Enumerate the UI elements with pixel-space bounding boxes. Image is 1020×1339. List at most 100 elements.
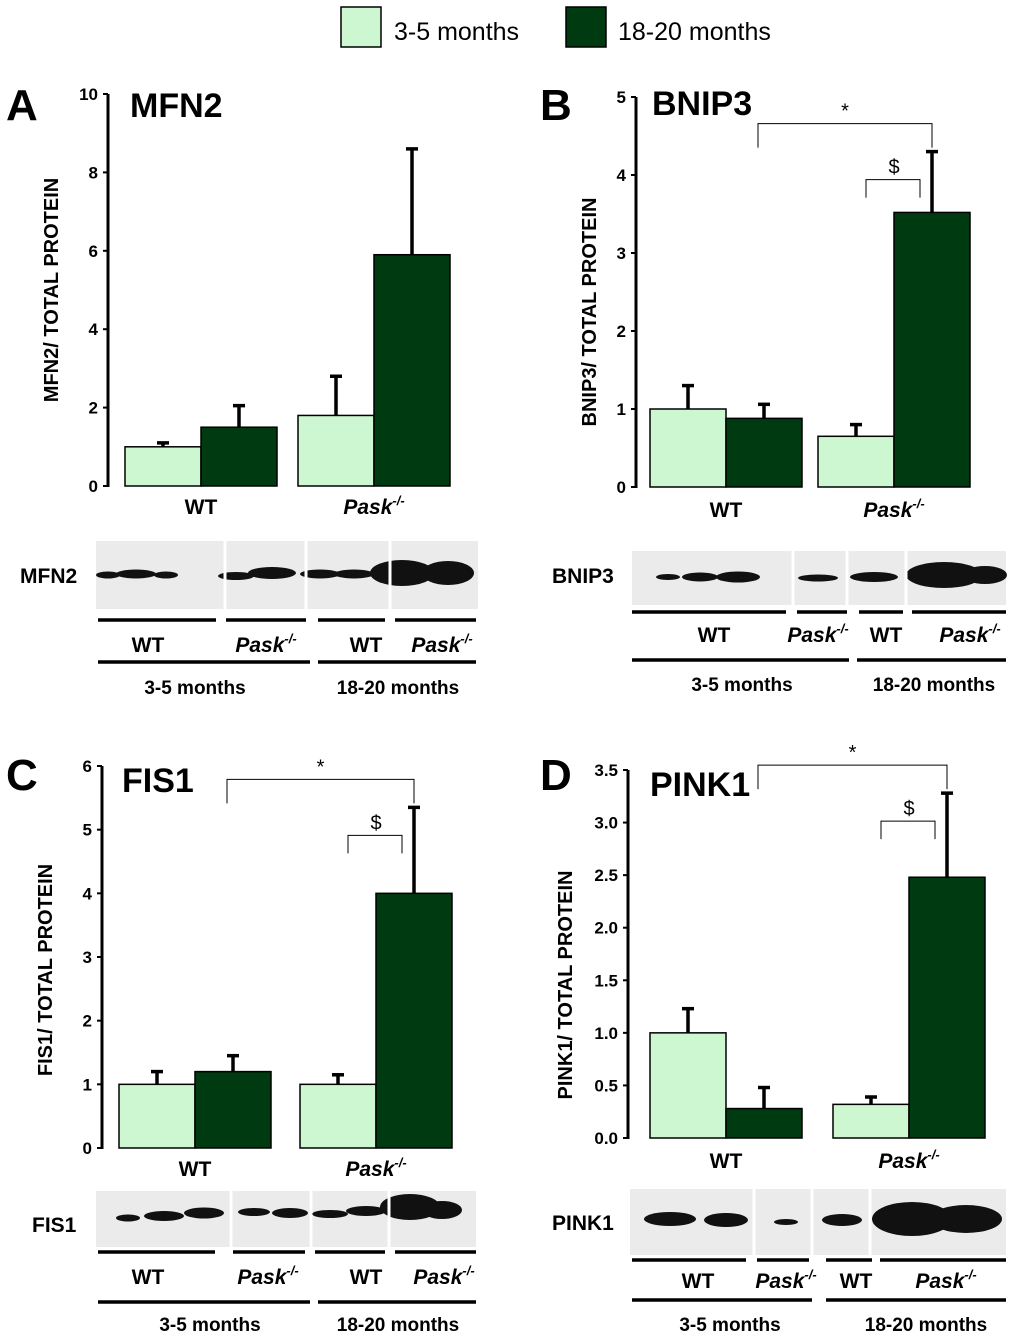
- blot-band: [96, 571, 120, 579]
- lane-label-wt: WT: [840, 1270, 873, 1293]
- bar-wt-young: [649, 408, 727, 488]
- blot-band: [850, 572, 898, 582]
- bar-wt-old: [725, 1107, 803, 1139]
- panel-letter: C: [6, 751, 38, 800]
- panel-a: A MFN2 0 2 4 6 8 10 MFN2/ TOTAL PROTEIN WT Pask-/-…: [6, 81, 478, 699]
- significance-bracket-star: [757, 764, 948, 790]
- y-axis-label: FIS1/ TOTAL PROTEIN: [35, 864, 57, 1076]
- panel-title: MFN2: [130, 87, 223, 125]
- bar-pask-young: [297, 414, 375, 487]
- significance-dollar: $: [370, 812, 381, 834]
- age-label: 3-5 months: [679, 1315, 780, 1336]
- significance-bracket-dollar: [347, 834, 403, 854]
- blot-band: [248, 567, 296, 579]
- significance-dollar: $: [888, 157, 899, 179]
- bar-pask-young: [299, 1083, 377, 1149]
- blot-band: [184, 1207, 224, 1219]
- y-tick-label: 6: [89, 242, 98, 261]
- panel-c: C FIS1 0 1 2 3 4 5 6 FIS1/ TOTAL PROTEIN WT Pask-/-…: [6, 751, 476, 1336]
- bar-pask-young: [817, 435, 895, 488]
- blot-band: [656, 574, 680, 580]
- significance-bracket-dollar: [865, 179, 921, 198]
- blot-band: [334, 569, 374, 579]
- y-tick-label: 0: [89, 477, 98, 496]
- significance-dollar: $: [903, 798, 914, 820]
- y-tick-label: 6: [83, 757, 92, 776]
- group-label-wt: WT: [710, 499, 743, 522]
- bar-wt-young: [124, 446, 202, 487]
- blot-band: [798, 574, 838, 582]
- blot-band: [116, 569, 156, 579]
- y-tick-label: 3.0: [594, 814, 618, 833]
- y-axis-label: BNIP3/ TOTAL PROTEIN: [579, 198, 601, 427]
- group-label-wt: WT: [710, 1150, 743, 1173]
- lane-label-wt: WT: [350, 634, 383, 657]
- bar-wt-old: [200, 426, 278, 487]
- blot-band: [238, 1208, 270, 1216]
- y-tick-label: 3: [617, 244, 626, 263]
- y-tick-label: 1: [83, 1075, 92, 1094]
- lane-label-pask: Pask-/-: [915, 1267, 976, 1293]
- bar-wt-old: [725, 417, 803, 488]
- legend: 3-5 months 18-20 months: [340, 6, 771, 48]
- age-label: 18-20 months: [865, 1315, 987, 1336]
- lane-label-wt: WT: [350, 1266, 383, 1289]
- y-tick-label: 2.0: [594, 919, 618, 938]
- significance-star: *: [317, 756, 325, 778]
- blot-band: [218, 572, 254, 580]
- lane-label-pask: Pask-/-: [411, 631, 472, 657]
- panel-title: FIS1: [122, 762, 194, 800]
- western-blot: FIS1 WT Pask-/- WT Pask-/- 3-5 months 18-20 mo…: [32, 1191, 476, 1336]
- panel-b: B BNIP3 0 1 2 3 4 5 BNIP3/ TOTAL PROTEIN WT Pask-/…: [540, 81, 1007, 696]
- blot-band: [370, 560, 434, 586]
- legend-label-light: 3-5 months: [394, 18, 519, 46]
- panel-letter: B: [540, 81, 572, 130]
- blot-band: [704, 1213, 748, 1227]
- y-tick-label: 1: [617, 400, 626, 419]
- bar-pask-young: [832, 1103, 910, 1139]
- blot-band: [644, 1212, 696, 1226]
- blot-band: [346, 1206, 386, 1216]
- panel-title: PINK1: [650, 766, 750, 804]
- significance-star: *: [841, 101, 849, 123]
- y-tick-label: 8: [89, 163, 98, 182]
- panel-letter: A: [6, 81, 38, 130]
- legend-label-dark: 18-20 months: [618, 18, 771, 46]
- age-label: 18-20 months: [873, 675, 995, 696]
- lane-label-pask: Pask-/-: [939, 621, 1000, 647]
- y-tick-label: 1.5: [594, 971, 618, 990]
- age-label: 3-5 months: [159, 1315, 260, 1336]
- blot-protein-label: BNIP3: [552, 565, 614, 588]
- lane-label-pask: Pask-/-: [787, 621, 848, 647]
- age-label: 3-5 months: [691, 675, 792, 696]
- bar-pask-old: [373, 253, 451, 487]
- significance-bracket-star: [757, 123, 933, 148]
- blot-band: [822, 1214, 862, 1226]
- bar-pask-old: [908, 876, 986, 1139]
- blot-band: [422, 561, 474, 585]
- y-tick-label: 4: [83, 884, 93, 903]
- bar-pask-old: [893, 211, 971, 488]
- panel-d: D PINK1 0.0 0.5 1.0 1.5 2.0 2.5 3.0 3.5 PINK1/ TOT…: [540, 742, 1006, 1336]
- y-tick-label: 3: [83, 948, 92, 967]
- blot-band: [682, 572, 718, 582]
- blot-band: [930, 1205, 1002, 1233]
- lane-label-pask: Pask-/-: [755, 1267, 816, 1293]
- y-tick-label: 5: [617, 88, 626, 107]
- blot-band: [774, 1219, 798, 1225]
- lane-label-wt: WT: [132, 634, 165, 657]
- panel-letter: D: [540, 751, 572, 800]
- y-tick-label: 0: [83, 1139, 92, 1158]
- blot-band: [154, 571, 178, 579]
- y-tick-label: 0.0: [594, 1129, 618, 1148]
- bar-wt-young: [649, 1032, 727, 1139]
- group-label-pask: Pask-/-: [863, 496, 924, 522]
- y-tick-label: 2: [83, 1012, 92, 1031]
- bar-wt-young: [118, 1083, 196, 1149]
- y-tick-label: 2: [617, 322, 626, 341]
- y-axis-label: PINK1/ TOTAL PROTEIN: [555, 871, 577, 1100]
- blot-band: [716, 571, 760, 583]
- blot-protein-label: PINK1: [552, 1212, 614, 1235]
